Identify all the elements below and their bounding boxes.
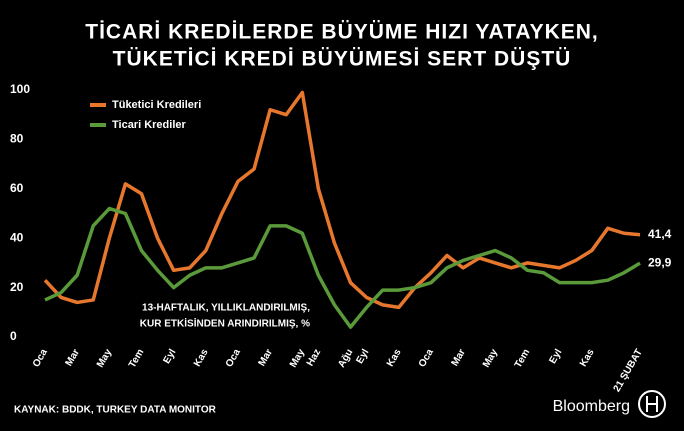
x-tick-label: 21 ŞUBAT xyxy=(612,347,645,394)
value-label: 41,4 xyxy=(648,227,672,241)
annotation: 13-HAFTALIK, YILLIKLANDIRILMIŞ, xyxy=(142,303,310,314)
y-tick-label: 20 xyxy=(10,280,24,294)
x-tick-label: Kas xyxy=(385,347,404,369)
annotation: KUR ETKİSİNDEN ARINDIRILMIŞ, % xyxy=(140,317,310,330)
x-tick-label: May xyxy=(95,347,114,370)
x-tick-label: Mar xyxy=(450,347,468,368)
chart-title: TİCARİ KREDİLERDE BÜYÜME HIZI YATAYKEN, xyxy=(85,21,599,44)
logo-ring xyxy=(638,390,666,418)
series-line xyxy=(43,90,641,310)
x-tick-label: May xyxy=(481,347,500,370)
x-tick-label: Oca xyxy=(417,347,436,369)
x-tick-label: Mar xyxy=(257,347,275,368)
x-tick-label: Oca xyxy=(31,347,50,369)
x-tick-label: Ağu xyxy=(336,347,355,369)
y-tick-label: 0 xyxy=(10,329,17,343)
y-tick-label: 60 xyxy=(10,181,24,195)
x-tick-label: Kas xyxy=(192,347,211,369)
legend-label: Tüketici Kredileri xyxy=(112,99,201,111)
x-tick-label: Haz xyxy=(305,347,323,368)
x-tick-label: Kas xyxy=(578,347,597,369)
x-tick-label: May xyxy=(288,347,307,370)
x-tick-label: Oca xyxy=(224,347,243,369)
x-tick-label: Mar xyxy=(64,347,82,368)
x-tick-label: Tem xyxy=(513,347,532,370)
brand: Bloomberg xyxy=(553,398,630,415)
y-tick-label: 80 xyxy=(10,132,24,146)
legend-label: Ticari Krediler xyxy=(112,119,186,131)
y-tick-label: 100 xyxy=(10,82,30,96)
value-label: 29,9 xyxy=(648,255,672,269)
source: KAYNAK: BDDK, TURKEY DATA MONITOR xyxy=(14,405,217,416)
series-line xyxy=(44,206,641,329)
x-tick-label: Eyl xyxy=(161,347,178,366)
x-tick-label: Eyl xyxy=(354,347,371,366)
chart-title: TÜKETİCİ KREDİ BÜYÜMESİ SERT DÜŞTÜ xyxy=(113,48,572,71)
x-tick-label: Tem xyxy=(127,347,146,370)
y-tick-label: 40 xyxy=(10,230,24,244)
x-tick-label: Eyl xyxy=(547,347,564,366)
logo xyxy=(638,390,666,418)
